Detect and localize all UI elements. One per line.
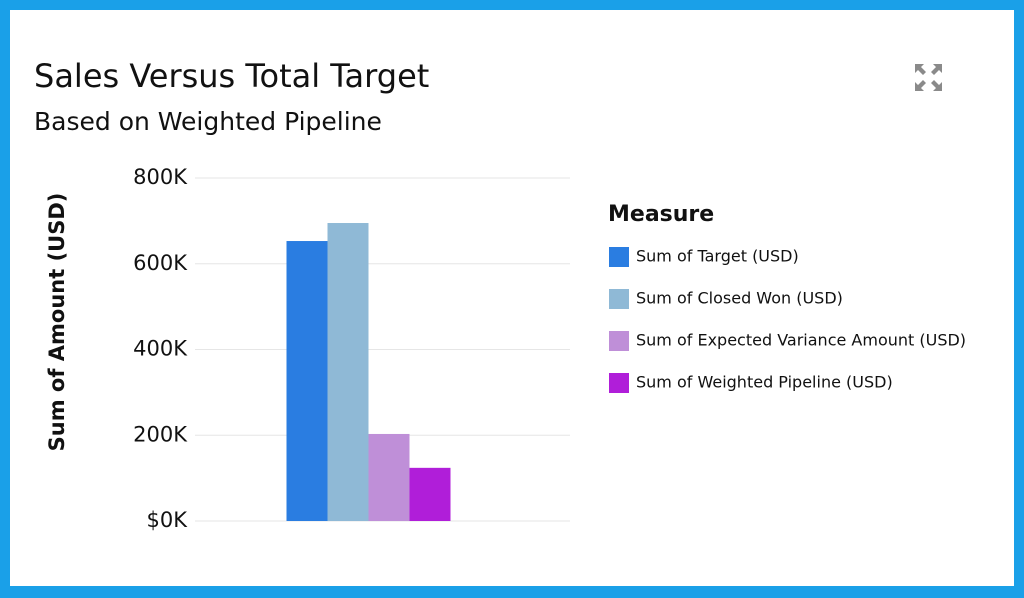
legend-swatch xyxy=(609,373,629,393)
y-tick-label: 600K xyxy=(133,251,188,275)
chart-subtitle: Based on Weighted Pipeline xyxy=(34,107,382,136)
bar xyxy=(327,223,369,522)
legend-swatch xyxy=(609,289,629,309)
y-tick-label: $0K xyxy=(147,508,189,532)
bar xyxy=(286,241,328,521)
legend-title: Measure xyxy=(608,202,714,227)
legend-swatch xyxy=(609,331,629,351)
y-tick-label: 400K xyxy=(133,337,188,361)
card xyxy=(10,10,1014,586)
y-tick-label: 800K xyxy=(133,165,188,189)
legend-swatch xyxy=(609,247,629,267)
bar xyxy=(368,433,410,521)
y-tick-label: 200K xyxy=(133,422,188,446)
legend-label: Sum of Closed Won (USD) xyxy=(636,289,843,308)
legend-label: Sum of Expected Variance Amount (USD) xyxy=(636,331,966,350)
expand-icon[interactable] xyxy=(915,64,942,91)
y-axis-label: Sum of Amount (USD) xyxy=(45,193,69,452)
bar xyxy=(409,467,451,521)
legend-label: Sum of Weighted Pipeline (USD) xyxy=(636,373,893,392)
chart-title: Sales Versus Total Target xyxy=(34,57,429,95)
legend-label: Sum of Target (USD) xyxy=(636,247,799,266)
